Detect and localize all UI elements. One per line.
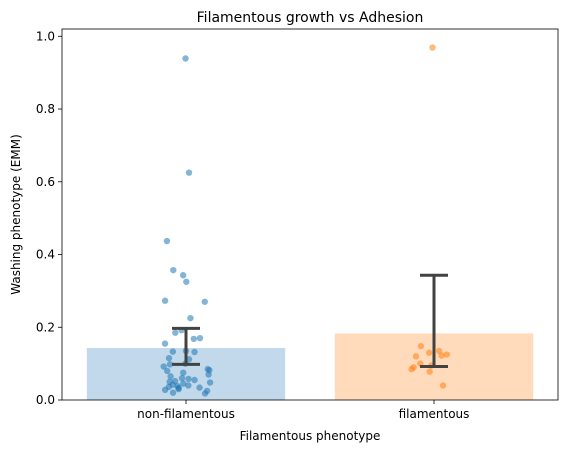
data-point [165, 354, 173, 362]
data-point [196, 384, 203, 391]
y-tick-label: 1.0 [36, 29, 55, 43]
y-tick-label: 0.2 [36, 320, 55, 334]
y-tick-label: 0.6 [36, 175, 55, 189]
x-axis-label: Filamentous phenotype [240, 429, 381, 443]
data-point [201, 298, 208, 305]
data-point [169, 348, 177, 355]
data-point [185, 382, 192, 389]
data-point [190, 335, 198, 343]
data-point [408, 365, 415, 373]
data-point [163, 237, 171, 245]
data-point [443, 351, 451, 358]
data-point [182, 55, 189, 62]
y-axis: 0.0 0.2 0.4 0.6 0.8 1.0 [36, 29, 62, 407]
y-tick-label: 0.8 [36, 102, 55, 116]
data-point [185, 169, 193, 176]
data-point [172, 329, 179, 336]
data-point [187, 314, 194, 322]
data-point [191, 348, 198, 356]
x-tick-label: filamentous [399, 407, 470, 421]
data-point [185, 375, 192, 383]
data-point [161, 386, 169, 394]
data-point [439, 382, 447, 389]
y-tick-label: 0.0 [36, 393, 55, 407]
data-point [170, 266, 177, 274]
data-point [179, 272, 187, 279]
plot-area [86, 44, 534, 400]
data-point [425, 349, 433, 356]
data-point [426, 368, 433, 375]
data-point [160, 363, 167, 370]
x-tick-label: non-filamentous [137, 407, 235, 421]
data-point [166, 361, 174, 368]
chart-title: Filamentous growth vs Adhesion [197, 10, 424, 26]
data-point [191, 376, 198, 384]
data-point [180, 380, 187, 387]
y-axis-label: Washing phenotype (EMM) [9, 134, 23, 295]
data-point [205, 371, 212, 378]
data-point [167, 373, 174, 380]
data-point [178, 374, 186, 382]
error-bar [420, 273, 448, 369]
data-point [163, 367, 171, 375]
y-tick-label: 0.4 [36, 248, 55, 262]
data-point [175, 385, 182, 393]
data-point [180, 369, 187, 376]
axes-frame [61, 28, 559, 401]
data-point [417, 342, 425, 350]
x-axis: non-filamentous filamentous [137, 400, 469, 421]
data-point [161, 297, 169, 304]
data-point [201, 390, 209, 397]
data-point [169, 389, 177, 396]
data-point [196, 334, 204, 342]
data-point [183, 278, 190, 285]
error-bar [172, 326, 200, 366]
data-point [429, 44, 436, 51]
data-point [206, 379, 214, 386]
data-point [412, 353, 420, 360]
data-point [435, 347, 443, 355]
data-point [161, 340, 169, 347]
data-point [438, 352, 445, 359]
